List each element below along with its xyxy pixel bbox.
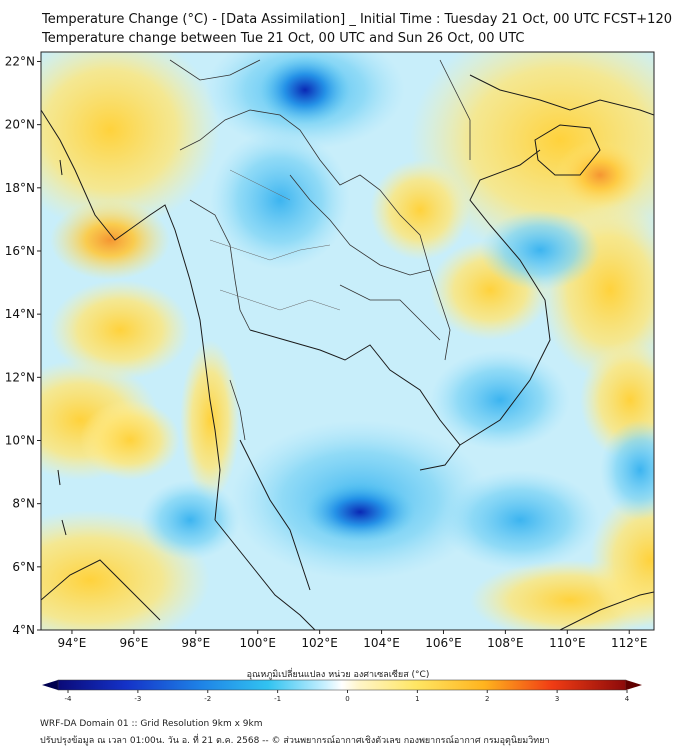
colorbar-label: อุณหภูมิเปลี่ยนแปลง หน่วย องศาเซลเซียส (… — [246, 670, 430, 680]
lon-tick-label: 112°E — [611, 636, 648, 650]
lat-tick-label: 6°N — [12, 560, 35, 574]
chart-subtitle: Temperature change between Tue 21 Oct, 0… — [42, 31, 525, 46]
colorbar-tick-label: -1 — [274, 695, 281, 703]
colorbar-tick-label: 4 — [625, 695, 630, 703]
colorbar-tick-label: 0 — [345, 695, 349, 703]
lon-tick-label: 94°E — [58, 636, 87, 650]
lat-tick-label: 8°N — [12, 497, 35, 511]
lat-tick-label: 12°N — [5, 370, 35, 384]
lon-tick-label: 100°E — [239, 636, 276, 650]
footer-update-info: ปรับปรุงข้อมูล ณ เวลา 01:00น. วัน อ. ที่… — [40, 736, 550, 746]
lon-tick-label: 110°E — [549, 636, 586, 650]
temperature-field — [41, 52, 654, 630]
lat-tick-label: 20°N — [5, 118, 35, 132]
colorbar: -4 -3 -2 -1 0 1 2 3 4 — [42, 679, 642, 703]
coastlines — [41, 74, 654, 630]
colorbar-tick-label: 1 — [415, 695, 419, 703]
lat-tick-label: 14°N — [5, 307, 35, 321]
lon-tick-label: 98°E — [181, 636, 210, 650]
lon-tick-label: 102°E — [301, 636, 338, 650]
lat-tick-label: 4°N — [12, 623, 35, 637]
longitude-axis: 94°E 96°E 98°E 100°E 102°E 104°E 106°E 108°E 110… — [58, 630, 648, 650]
colorbar-max-arrow — [626, 680, 642, 690]
colorbar-min-arrow — [42, 680, 58, 690]
lat-tick-label: 16°N — [5, 244, 35, 258]
colorbar-ticks: -4 -3 -2 -1 0 1 2 3 4 — [65, 690, 630, 703]
lon-tick-label: 106°E — [425, 636, 462, 650]
country-borders — [169, 59, 471, 441]
lat-tick-label: 22°N — [5, 54, 35, 68]
colorbar-gradient — [57, 679, 627, 691]
colorbar-tick-label: -4 — [65, 695, 73, 703]
lon-tick-label: 96°E — [119, 636, 148, 650]
footer-model-info: WRF-DA Domain 01 :: Grid Resolution 9km … — [40, 719, 263, 729]
colorbar-tick-label: -3 — [134, 695, 141, 703]
lon-tick-label: 108°E — [487, 636, 524, 650]
colorbar-tick-label: 2 — [485, 695, 489, 703]
latitude-axis: 22°N 20°N 18°N 16°N 14°N 12°N 10°N 8°N 6°N 4°N — [5, 54, 41, 637]
plot-frame — [40, 51, 655, 631]
colorbar-tick-label: -2 — [204, 695, 211, 703]
lat-tick-label: 10°N — [5, 433, 35, 447]
colorbar-tick-label: 3 — [555, 695, 559, 703]
lon-tick-label: 104°E — [363, 636, 400, 650]
chart-title: Temperature Change (°C) - [Data Assimila… — [42, 12, 672, 27]
lat-tick-label: 18°N — [5, 181, 35, 195]
